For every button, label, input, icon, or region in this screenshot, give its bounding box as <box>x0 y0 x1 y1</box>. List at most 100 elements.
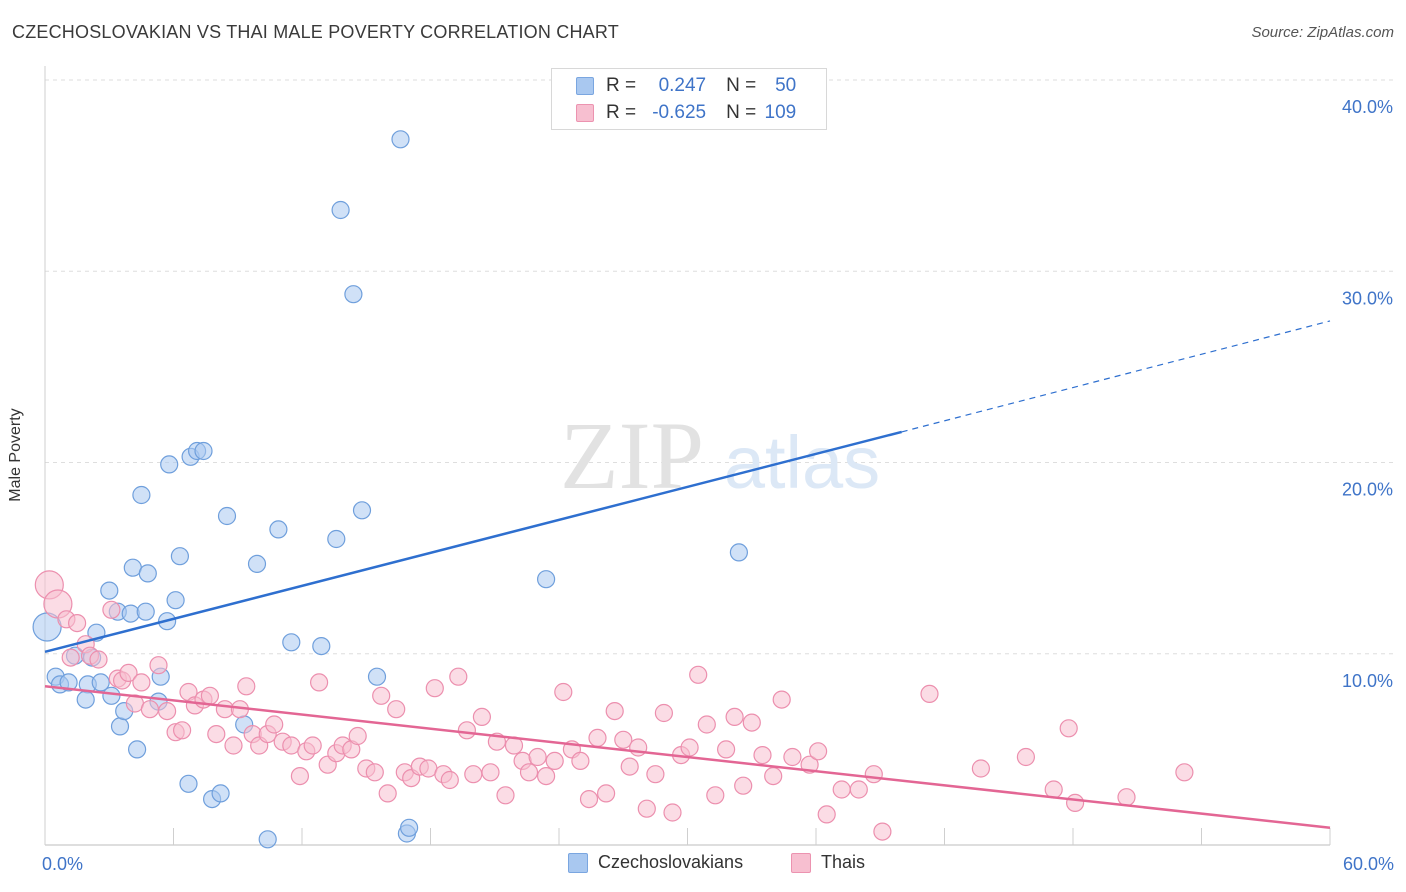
data-point <box>149 656 168 675</box>
tick-labels: 10.0% 20.0% 30.0% 40.0% 0.0% 60.0% <box>42 97 1394 874</box>
legend-item-czechoslovakians[interactable]: Czechoslovakians <box>568 852 743 873</box>
data-point <box>282 633 301 652</box>
data-point <box>605 701 624 721</box>
data-point <box>207 724 226 744</box>
data-point <box>808 742 828 761</box>
x-tick-label: 0.0% <box>42 854 83 874</box>
data-point <box>217 506 237 526</box>
data-point <box>138 564 157 583</box>
data-point <box>920 684 939 704</box>
data-point <box>1065 793 1085 813</box>
data-point <box>258 830 277 849</box>
data-point <box>89 650 108 669</box>
data-point <box>571 751 590 771</box>
data-point <box>312 636 331 656</box>
data-point <box>391 130 410 149</box>
legend-n-label: N = <box>726 102 757 123</box>
data-point <box>614 730 633 749</box>
data-point <box>331 200 350 220</box>
data-point <box>519 763 539 782</box>
data-point <box>59 673 78 692</box>
data-point <box>194 441 213 461</box>
data-point <box>536 766 556 786</box>
data-point <box>596 784 616 803</box>
legend-r-label: R = <box>606 102 637 123</box>
data-point <box>729 543 749 562</box>
data-point <box>160 455 179 474</box>
y-tick-label: 20.0% <box>1342 480 1393 500</box>
y-tick-label: 40.0% <box>1342 97 1393 117</box>
data-point <box>166 591 185 610</box>
stats-legend: R = 0.247 N = 50 R = -0.625 N = 109 <box>551 68 827 130</box>
data-point <box>400 818 419 837</box>
data-point <box>449 667 468 686</box>
data-point <box>100 581 119 600</box>
trend-extension <box>901 320 1331 433</box>
data-point <box>579 789 599 809</box>
data-point <box>378 784 397 803</box>
data-point <box>1175 763 1194 782</box>
legend-row-thais: R = -0.625 N = 109 <box>576 100 796 126</box>
data-point <box>91 673 110 692</box>
x-tick-label: 60.0% <box>1343 854 1394 874</box>
data-point <box>849 780 868 799</box>
data-point <box>873 822 892 841</box>
trend-line-czechoslovakians <box>44 430 902 654</box>
legend-item-thais[interactable]: Thais <box>791 852 865 873</box>
data-point <box>764 766 783 786</box>
data-point <box>173 721 192 740</box>
data-point <box>528 747 547 767</box>
data-point <box>170 547 189 566</box>
data-point <box>971 759 991 778</box>
data-point <box>725 707 744 727</box>
data-point <box>119 663 138 683</box>
data-point <box>265 715 284 734</box>
data-point <box>783 747 802 767</box>
data-point <box>680 738 699 757</box>
data-point <box>132 485 151 505</box>
legend-swatch-blue <box>576 77 594 95</box>
data-point <box>663 803 682 822</box>
chart-title: CZECHOSLOVAKIAN VS THAI MALE POVERTY COR… <box>12 22 619 42</box>
data-point <box>545 751 564 771</box>
legend-label: Czechoslovakians <box>598 852 744 872</box>
gridlines <box>45 79 1395 655</box>
data-point <box>121 604 140 623</box>
data-point <box>554 682 573 702</box>
data-point <box>464 765 483 784</box>
data-point <box>110 717 130 736</box>
data-point <box>772 690 791 709</box>
data-point <box>158 701 177 721</box>
data-point <box>76 690 95 709</box>
data-point <box>140 700 159 719</box>
data-point <box>734 776 753 795</box>
data-point <box>61 648 80 667</box>
data-point <box>457 721 476 740</box>
watermark-atlas: atlas <box>724 421 880 504</box>
data-point <box>348 726 367 746</box>
data-point <box>132 673 151 692</box>
y-axis-label: Male Poverty <box>7 408 24 502</box>
data-point <box>327 529 346 549</box>
data-point <box>742 713 761 732</box>
data-point <box>102 600 121 619</box>
data-point <box>689 665 708 684</box>
trend-lines <box>44 320 1331 830</box>
legend-label: Thais <box>821 852 866 872</box>
legend-r-label: R = <box>606 75 637 96</box>
data-point <box>128 740 147 759</box>
legend-n-value: 109 <box>764 102 797 123</box>
data-point <box>706 786 725 805</box>
data-point <box>620 757 639 776</box>
legend-r-value: -0.625 <box>652 102 707 123</box>
data-point <box>179 774 198 793</box>
legend-r-value: 0.247 <box>658 75 707 96</box>
data-point <box>753 745 772 765</box>
data-point <box>1016 747 1036 767</box>
legend-swatch-blue <box>568 852 588 873</box>
data-point <box>864 765 883 784</box>
data-point <box>588 728 607 748</box>
data-point <box>67 613 87 633</box>
series-legend: Czechoslovakians Thais <box>0 852 1406 876</box>
legend-swatch-pink <box>791 852 811 873</box>
